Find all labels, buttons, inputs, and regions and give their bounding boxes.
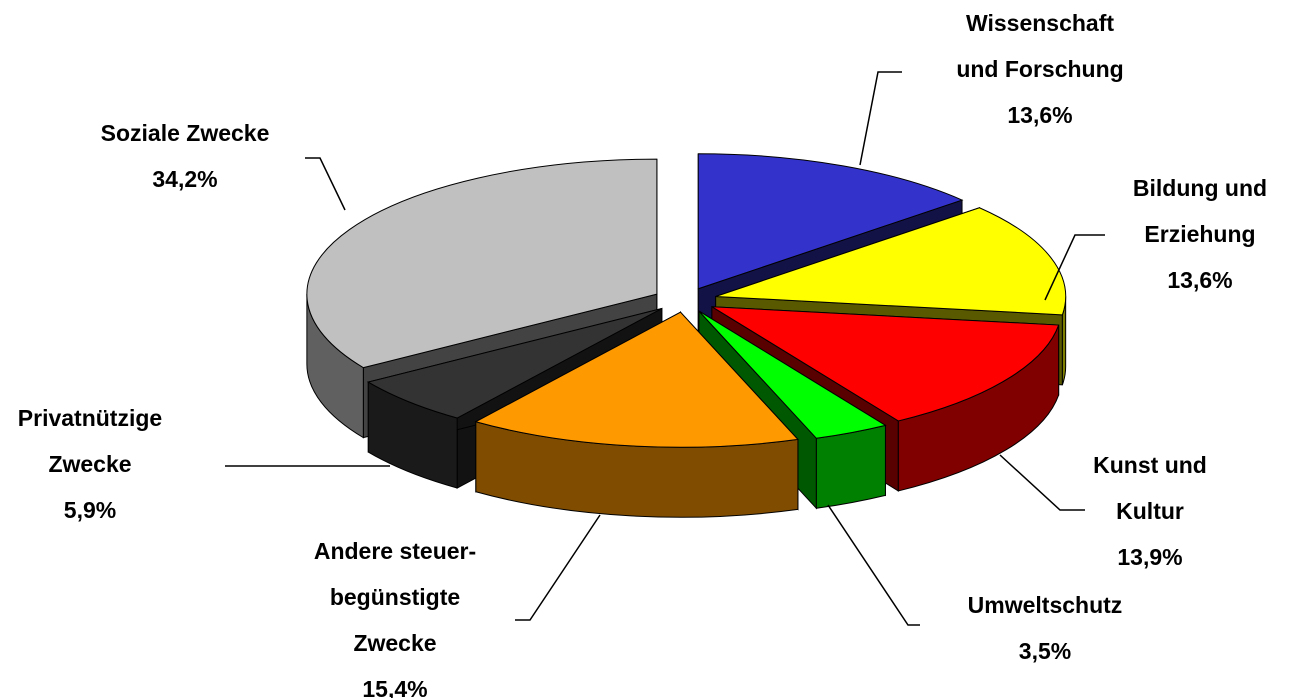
slice-top [698,310,887,439]
leader-line [305,157,346,211]
value-label: 15,4% [362,676,427,698]
value-label: 5,9% [64,497,116,523]
labels: Wissenschaft und Forschung 13,6% Bildung un… [18,10,1267,698]
leader-line [1044,234,1105,301]
leader-line [999,454,1085,511]
value-label: 13,6% [1167,267,1232,293]
slice-top [711,306,1060,422]
slice-top [715,207,1067,316]
category-label: Privatnützige [18,405,162,431]
category-label: Erziehung [1144,221,1255,247]
leader-line [515,514,601,621]
slice-top [697,153,964,290]
category-label: Andere steuer- [314,538,476,564]
value-label: 3,5% [1019,638,1071,664]
value-label: 34,2% [152,166,217,192]
slice-top [366,308,663,419]
category-label: Zwecke [353,630,436,656]
category-label: Soziale Zwecke [101,120,270,146]
leader-line [859,71,902,166]
category-label: Umweltschutz [968,592,1123,618]
category-label: und Forschung [956,56,1123,82]
category-label: Kultur [1116,498,1184,524]
leader-line [827,504,920,626]
pie [306,153,1067,518]
slice-side [815,424,886,509]
slice [474,310,799,518]
category-label: Zwecke [48,451,131,477]
category-label: Wissenschaft [966,10,1114,36]
value-label: 13,9% [1117,544,1182,570]
value-label: 13,6% [1007,102,1072,128]
slice [698,309,887,510]
category-label: Bildung und [1133,175,1267,201]
category-label: begünstigte [330,584,460,610]
slice-top [474,311,799,448]
slice-top [306,158,658,369]
category-label: Kunst und [1093,452,1207,478]
